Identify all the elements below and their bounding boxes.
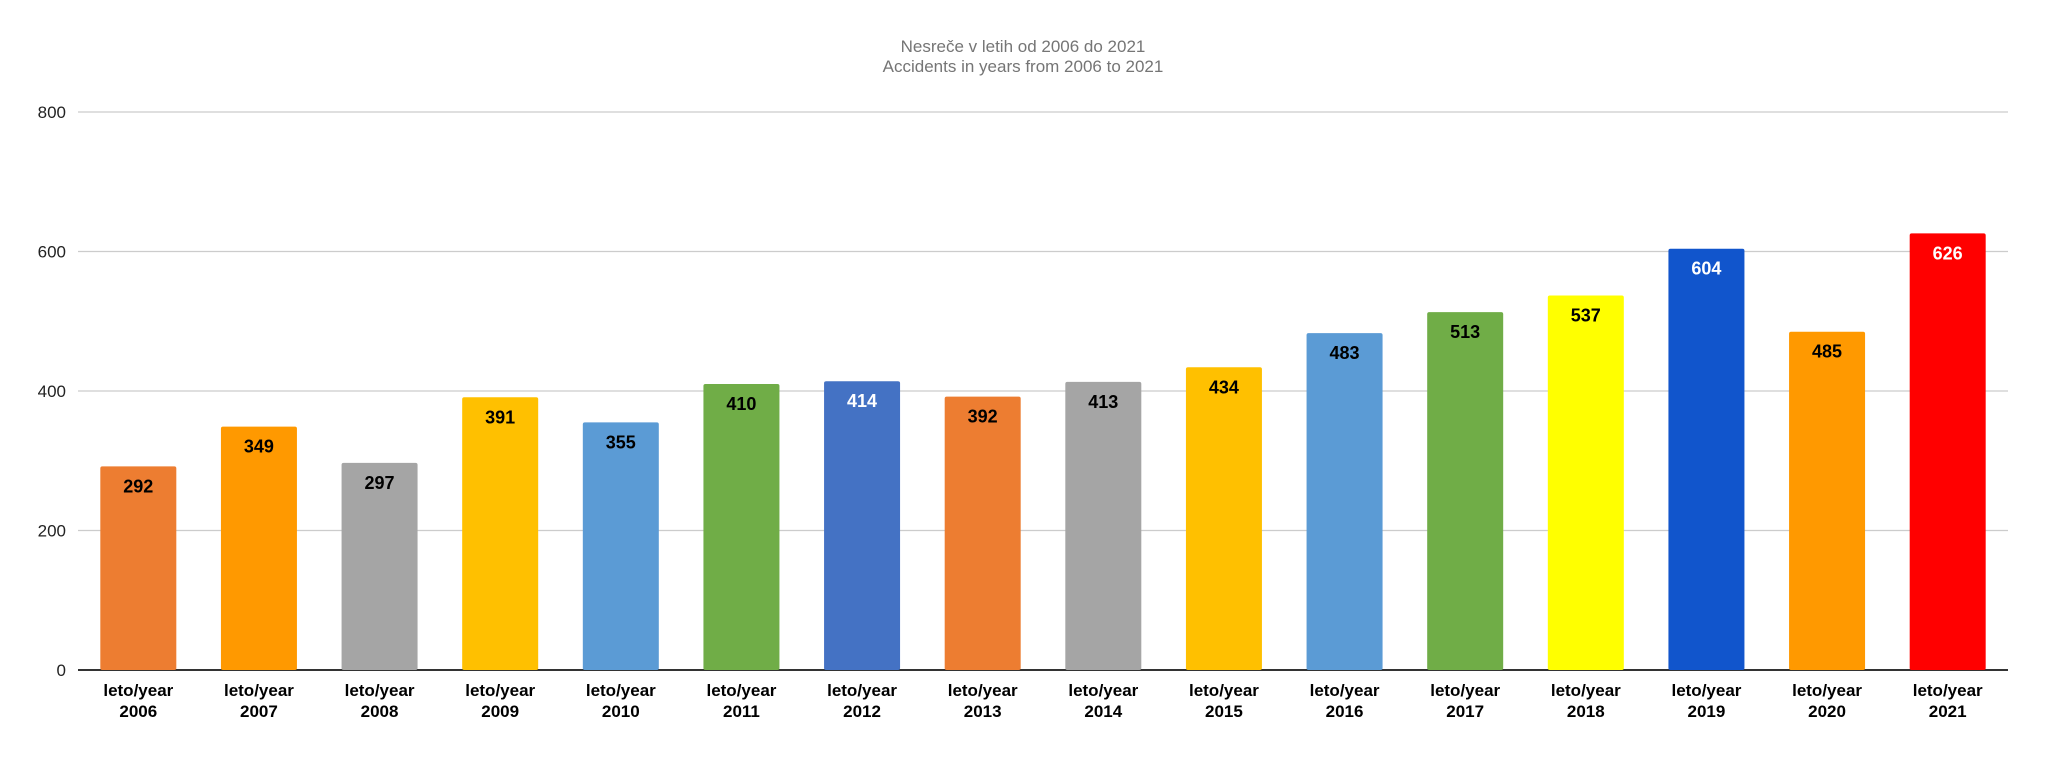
x-tick-label: 2006 bbox=[119, 702, 157, 721]
x-tick-label: 2019 bbox=[1688, 702, 1726, 721]
data-label: 391 bbox=[485, 407, 515, 427]
x-tick-label: leto/year bbox=[948, 681, 1018, 700]
y-tick-label: 600 bbox=[38, 243, 66, 262]
bar bbox=[1668, 248, 1745, 670]
x-tick-label: leto/year bbox=[1310, 681, 1380, 700]
x-tick-label: leto/year bbox=[1913, 681, 1983, 700]
x-tick-label: 2011 bbox=[723, 702, 760, 721]
bar bbox=[1909, 233, 1986, 671]
data-label: 483 bbox=[1330, 343, 1360, 363]
data-label: 485 bbox=[1812, 342, 1842, 362]
x-tick-label: leto/year bbox=[586, 681, 656, 700]
bar bbox=[1427, 312, 1504, 670]
x-tick-label: leto/year bbox=[224, 681, 294, 700]
y-tick-label: 800 bbox=[38, 103, 66, 122]
x-tick-label: 2009 bbox=[481, 702, 519, 721]
chart-subtitle: Accidents in years from 2006 to 2021 bbox=[883, 57, 1164, 76]
x-tick-label: leto/year bbox=[345, 681, 415, 700]
data-label: 349 bbox=[244, 437, 274, 457]
x-tick-label: 2014 bbox=[1084, 702, 1122, 721]
x-tick-label: 2013 bbox=[964, 702, 1002, 721]
x-tick-label: leto/year bbox=[1671, 681, 1741, 700]
data-label: 297 bbox=[365, 473, 395, 493]
data-label: 392 bbox=[968, 407, 998, 427]
bar bbox=[1306, 333, 1383, 670]
x-tick-label: leto/year bbox=[1189, 681, 1259, 700]
bar bbox=[1789, 331, 1866, 670]
x-tick-label: leto/year bbox=[706, 681, 776, 700]
bar bbox=[341, 462, 418, 670]
x-tick-label: 2015 bbox=[1205, 702, 1243, 721]
data-label: 414 bbox=[847, 391, 877, 411]
data-label: 604 bbox=[1691, 259, 1721, 279]
x-tick-label: 2010 bbox=[602, 702, 640, 721]
bar bbox=[582, 422, 659, 670]
bar bbox=[824, 381, 901, 670]
x-tick-label: 2017 bbox=[1446, 702, 1484, 721]
x-tick-label: 2020 bbox=[1808, 702, 1846, 721]
x-tick-label: leto/year bbox=[465, 681, 535, 700]
bar bbox=[944, 396, 1021, 670]
data-label: 626 bbox=[1933, 243, 1963, 263]
y-tick-label: 200 bbox=[38, 522, 66, 541]
data-label: 292 bbox=[123, 476, 153, 496]
bar bbox=[462, 397, 539, 670]
x-tick-label: leto/year bbox=[1068, 681, 1138, 700]
x-tick-label: leto/year bbox=[1551, 681, 1621, 700]
bar bbox=[703, 384, 780, 670]
bar bbox=[1065, 381, 1142, 670]
bar bbox=[100, 466, 177, 670]
data-label: 410 bbox=[726, 394, 756, 414]
x-tick-label: 2021 bbox=[1929, 702, 1967, 721]
y-tick-label: 400 bbox=[38, 382, 66, 401]
x-tick-label: 2008 bbox=[361, 702, 399, 721]
data-label: 434 bbox=[1209, 377, 1239, 397]
x-tick-label: 2012 bbox=[843, 702, 881, 721]
x-tick-label: 2016 bbox=[1326, 702, 1364, 721]
bar bbox=[1185, 367, 1262, 670]
x-tick-label: leto/year bbox=[1792, 681, 1862, 700]
data-label: 537 bbox=[1571, 305, 1601, 325]
bar bbox=[220, 426, 297, 670]
x-tick-label: leto/year bbox=[1430, 681, 1500, 700]
chart-title: Nesreče v letih od 2006 do 2021 bbox=[901, 37, 1146, 56]
x-tick-label: leto/year bbox=[827, 681, 897, 700]
x-tick-label: leto/year bbox=[103, 681, 173, 700]
bar bbox=[1547, 295, 1624, 670]
data-label: 355 bbox=[606, 432, 636, 452]
data-label: 513 bbox=[1450, 322, 1480, 342]
data-label: 413 bbox=[1088, 392, 1118, 412]
x-tick-label: 2007 bbox=[240, 702, 278, 721]
y-tick-label: 0 bbox=[57, 661, 66, 680]
x-tick-label: 2018 bbox=[1567, 702, 1605, 721]
